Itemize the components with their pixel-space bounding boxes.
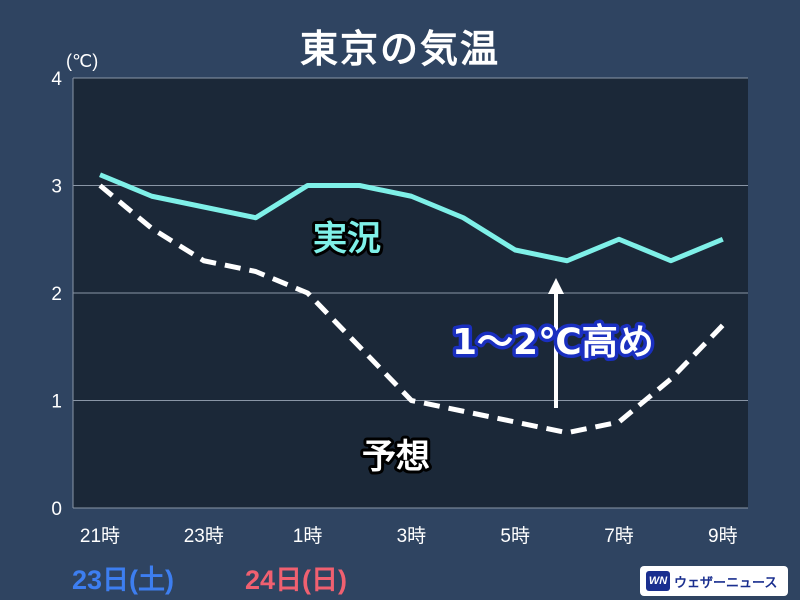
y-axis-unit: (℃) [66, 51, 98, 71]
y-tick-label: 4 [51, 69, 62, 90]
rise-annotation: 1～2℃高め [452, 322, 654, 363]
x-tick-label: 23時 [184, 525, 224, 547]
weathernews-logo: WN ウェザーニュース [640, 566, 788, 596]
series-label-forecast: 予想 [362, 437, 430, 477]
x-tick-label: 21時 [80, 525, 120, 547]
rise-annotation-outline: 1～2℃高め [452, 322, 654, 363]
weathernews-logo-icon: WN [646, 571, 670, 591]
series-label-actual: 実況 [313, 219, 381, 259]
rise-arrow-head [548, 278, 564, 294]
y-tick-label: 0 [51, 499, 62, 520]
x-tick-label: 1時 [293, 525, 323, 547]
date-label-24: 24日(日) [245, 565, 348, 595]
y-tick-label: 3 [51, 177, 62, 198]
date-label-23: 23日(土) [72, 565, 175, 595]
x-tick-label: 9時 [708, 525, 738, 547]
series-line-actual [99, 172, 724, 264]
x-tick-label: 3時 [397, 525, 427, 547]
series-label-forecast-outline: 予想 [362, 437, 430, 477]
x-tick-label: 7時 [604, 525, 634, 547]
series-label-actual-outline: 実況 [313, 219, 381, 259]
chart-title: 東京の気温 [299, 27, 500, 71]
y-tick-label: 1 [51, 392, 62, 413]
y-tick-label: 2 [51, 284, 62, 305]
x-tick-label: 5時 [500, 525, 530, 547]
weathernews-logo-text: ウェザーニュース [674, 575, 778, 591]
series-line-forecast [98, 183, 725, 436]
